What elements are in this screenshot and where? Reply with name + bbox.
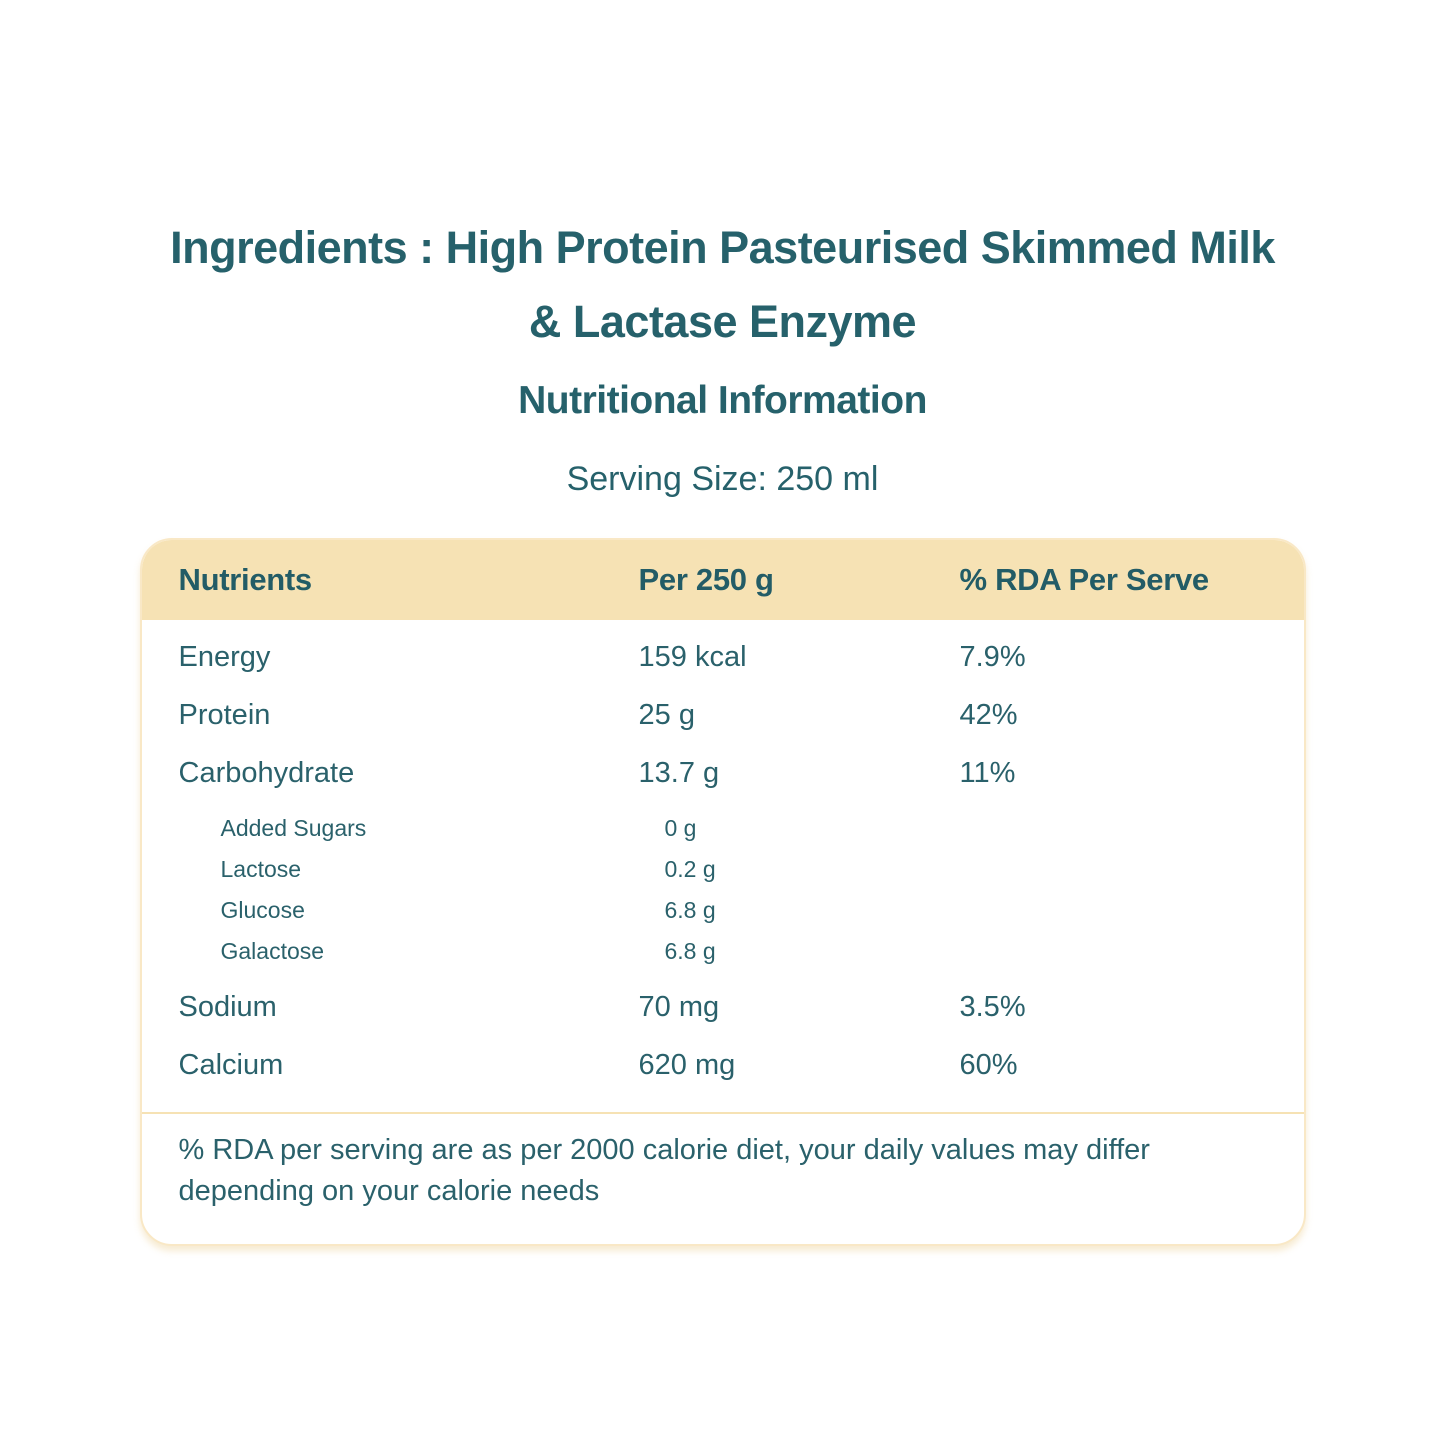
nutrient-name: Sodium: [178, 990, 277, 1023]
nutrient-amount: 6.8 g: [664, 938, 716, 964]
nutrient-amount: 25 g: [638, 698, 695, 731]
nutrient-rda: 42%: [959, 698, 1018, 731]
header-rda-per-serve: % RDA Per Serve: [959, 562, 1210, 597]
ingredients-title-line1: Ingredients : High Protein Pasteurised S…: [170, 222, 1275, 273]
table-footer: % RDA per serving are as per 2000 calori…: [142, 1114, 1304, 1244]
table-row-glucose: Glucose 6.8 g: [142, 890, 1304, 931]
table-header-row: Nutrients Per 250 g % RDA Per Serve: [141, 540, 1304, 620]
nutrient-amount: 0 g: [664, 815, 697, 841]
nutrient-name: Protein: [178, 698, 271, 731]
nutrient-rda: 11%: [959, 756, 1016, 789]
ingredients-title-line2: & Lactase Enzyme: [528, 296, 917, 347]
table-row-calcium: Calcium 620 mg 60%: [142, 1036, 1304, 1094]
table-body: Energy 159 kcal 7.9% Protein 25 g 42% Ca…: [142, 620, 1304, 1112]
ingredients-title: Ingredients : High Protein Pasteurised S…: [0, 211, 1445, 359]
nutrient-name: Calcium: [178, 1048, 284, 1081]
table-row-sodium: Sodium 70 mg 3.5%: [142, 978, 1304, 1036]
nutrition-table-card: Nutrients Per 250 g % RDA Per Serve Ener…: [139, 538, 1306, 1246]
nutrient-amount: 6.8 g: [664, 897, 716, 923]
nutrient-amount: 620 mg: [638, 1048, 736, 1081]
nutrient-name: Added Sugars: [220, 815, 367, 841]
footer-divider: [141, 1112, 1304, 1114]
nutrient-name: Carbohydrate: [178, 756, 355, 789]
table-row-energy: Energy 159 kcal 7.9%: [142, 628, 1304, 686]
table-row-galactose: Galactose 6.8 g: [142, 931, 1304, 972]
carbohydrate-sub-rows: Added Sugars 0 g Lactose 0.2 g Glucose 6…: [142, 802, 1304, 978]
nutrient-rda: 7.9%: [959, 640, 1026, 673]
nutrient-name: Lactose: [220, 856, 302, 882]
nutrient-name: Galactose: [220, 938, 325, 964]
nutrient-rda: 3.5%: [959, 990, 1026, 1023]
nutrient-amount: 13.7 g: [638, 756, 720, 789]
table-row-carbohydrate: Carbohydrate 13.7 g 11%: [142, 744, 1304, 802]
nutrition-label-page: Ingredients : High Protein Pasteurised S…: [0, 211, 1445, 1246]
rda-footnote: % RDA per serving are as per 2000 calori…: [178, 1134, 1150, 1207]
nutritional-information-heading: Nutritional Information: [518, 379, 927, 422]
nutrient-amount: 70 mg: [638, 990, 720, 1023]
serving-size-text: Serving Size: 250 ml: [566, 460, 879, 498]
table-row-added-sugars: Added Sugars 0 g: [142, 808, 1304, 849]
header-nutrients: Nutrients: [178, 562, 313, 597]
nutrient-rda: 60%: [959, 1048, 1018, 1081]
nutrient-name: Glucose: [220, 897, 305, 923]
nutrient-name: Energy: [178, 640, 271, 673]
table-row-protein: Protein 25 g 42%: [142, 686, 1304, 744]
header-per-250g: Per 250 g: [638, 562, 774, 597]
nutrient-amount: 0.2 g: [664, 856, 716, 882]
table-row-lactose: Lactose 0.2 g: [142, 849, 1304, 890]
nutrient-amount: 159 kcal: [638, 640, 747, 673]
